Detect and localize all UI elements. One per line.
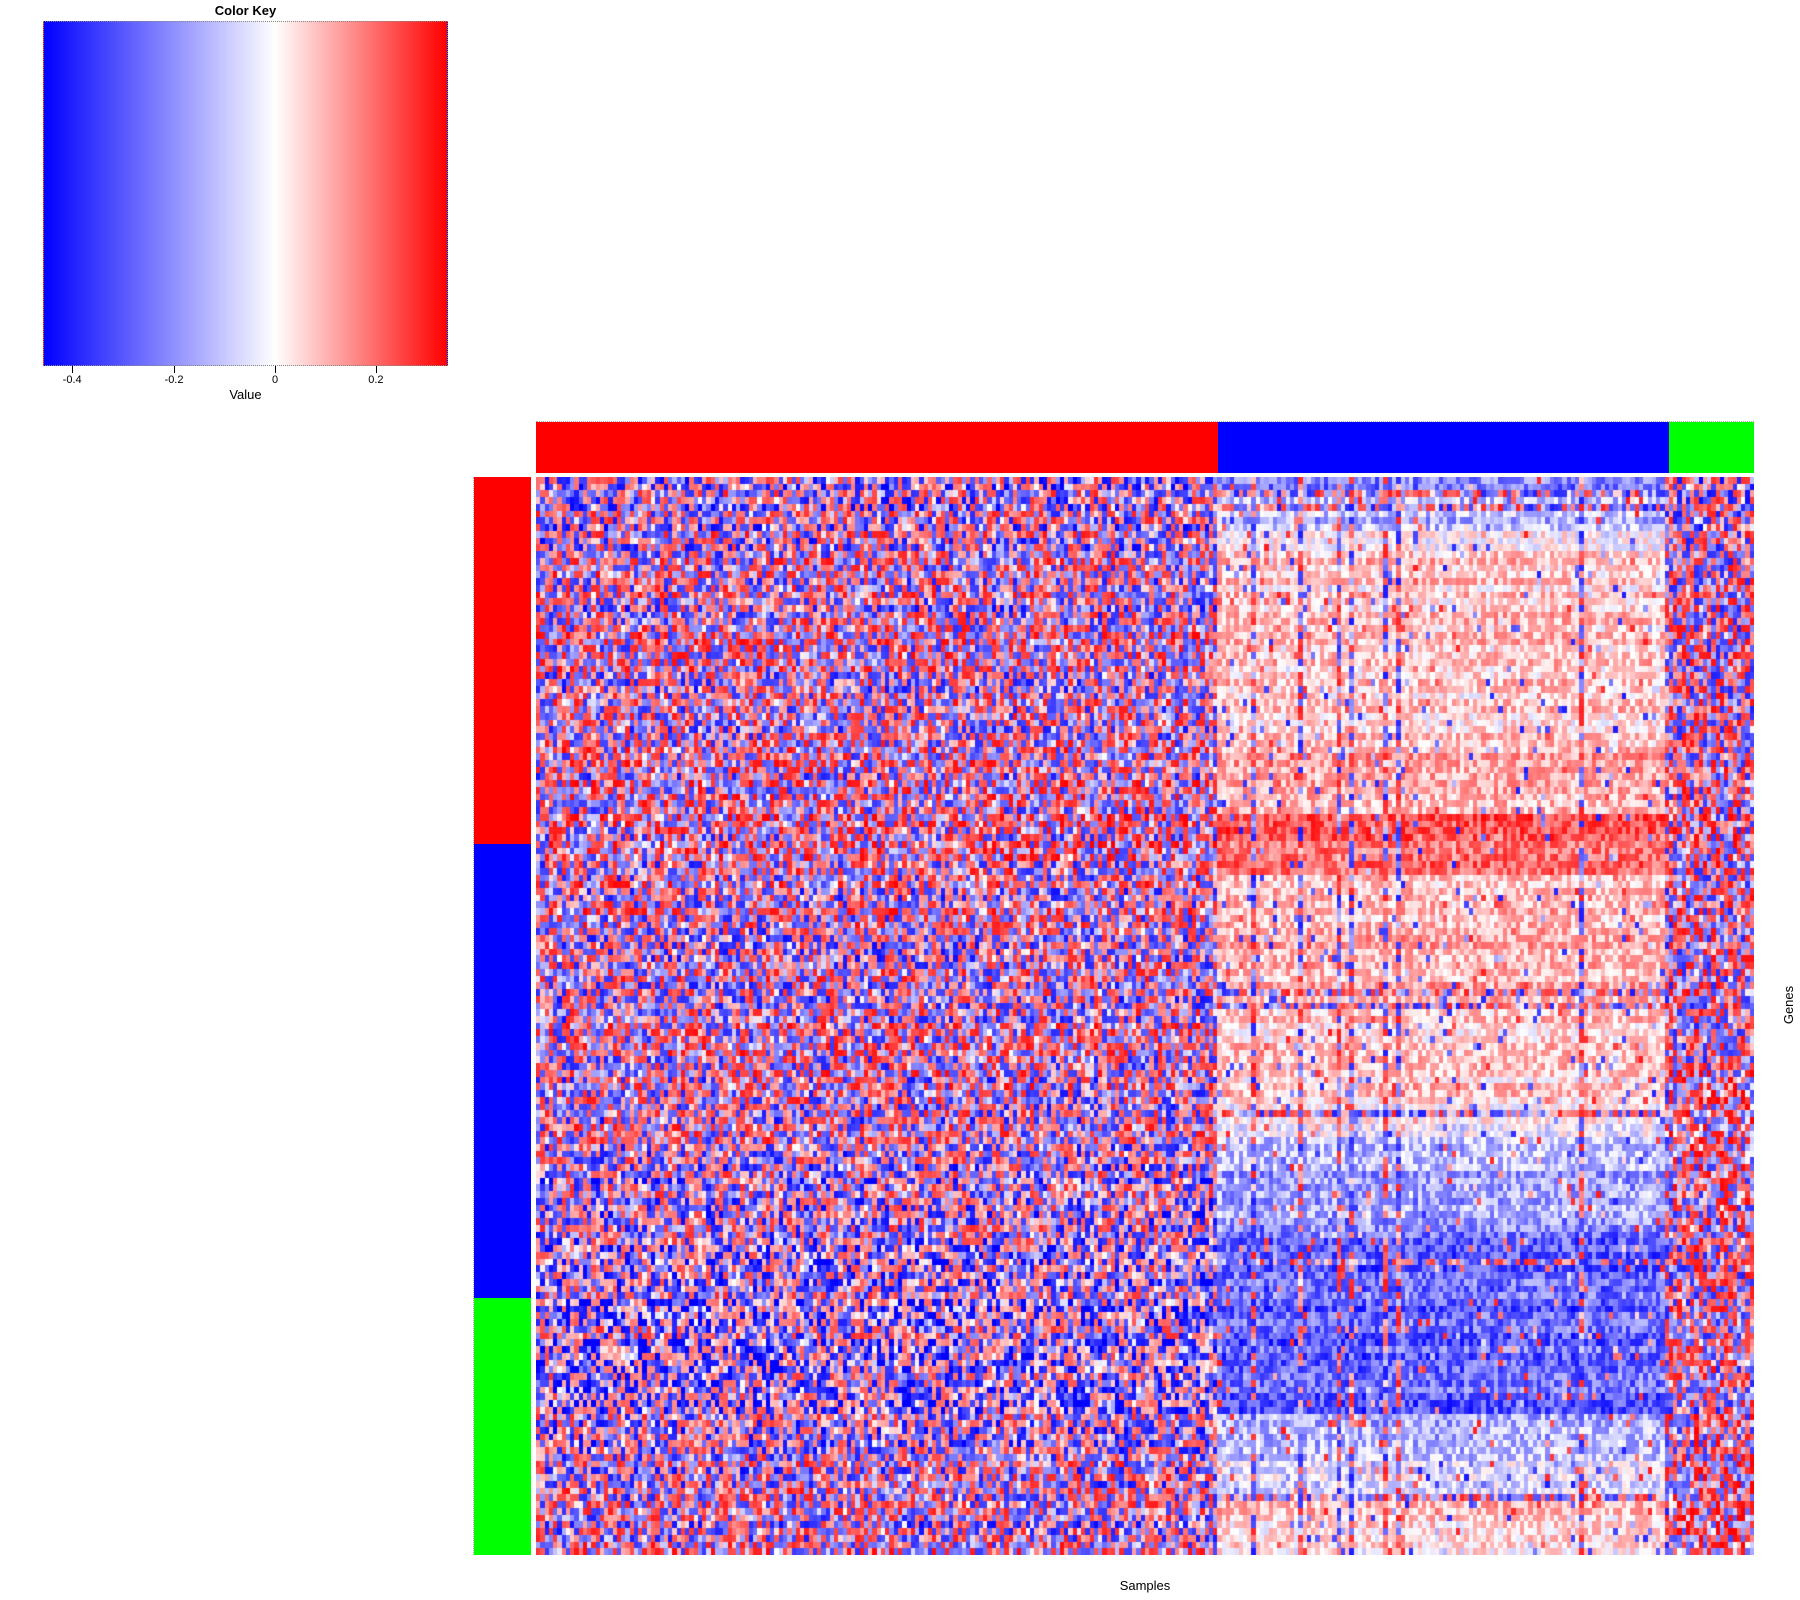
row-side-gene-cluster-2 (474, 843, 531, 1299)
color-key-tick (174, 366, 176, 373)
x-axis-label: Samples (1119, 1578, 1171, 1593)
color-key-gradient (43, 21, 448, 366)
color-key-tick-label: -0.2 (164, 374, 184, 386)
row-side-colorbar (473, 477, 531, 1555)
column-side-colorbar (536, 421, 1754, 473)
color-key-tick (72, 366, 74, 373)
y-axis-label-wrap: Genes (1758, 975, 1800, 1035)
color-key-tick-label: 0 (272, 374, 279, 386)
y-axis-label: Genes (1780, 985, 1796, 1025)
color-key-tick-label: 0.2 (368, 374, 384, 386)
column-side-sample-class-3 (1668, 422, 1754, 473)
heatmap-matrix (536, 477, 1754, 1555)
column-side-sample-class-1 (536, 422, 1219, 473)
color-key-axis-label: Value (229, 387, 262, 402)
row-side-gene-cluster-1 (474, 477, 531, 844)
color-key-title: Color Key (214, 3, 277, 18)
row-side-gene-cluster-3 (474, 1298, 531, 1555)
color-key-tick (375, 366, 377, 373)
column-side-sample-class-2 (1218, 422, 1669, 473)
color-key-tick-label: -0.4 (62, 374, 82, 386)
color-key-tick (275, 366, 277, 373)
